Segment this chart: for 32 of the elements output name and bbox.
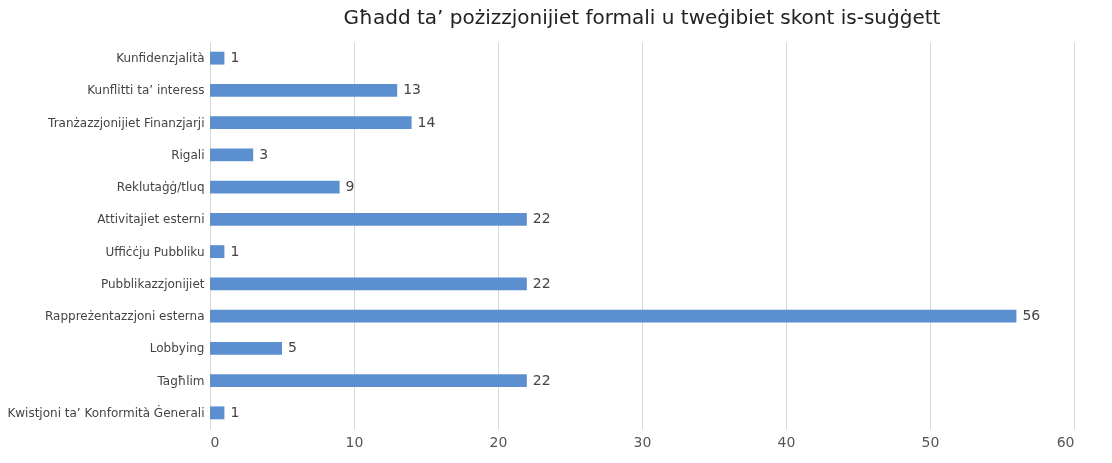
x-tick-label: 0: [210, 433, 220, 450]
y-tick-label: Reklutaġġ/tluq: [116, 180, 205, 195]
y-tick-label: Kunflitti ta’ interess: [87, 83, 205, 98]
y-tick-label: Lobbying: [149, 341, 205, 356]
y-tick-label: Kwistjoni ta’ Konformità Ġenerali: [7, 403, 205, 420]
y-tick-label: Rigali: [171, 147, 205, 162]
x-tick-label: 10: [345, 433, 364, 450]
y-tick-label: Kunfidenzjalità: [116, 51, 205, 66]
data-label: 56: [1022, 307, 1041, 324]
data-label: 13: [403, 81, 422, 98]
data-label: 9: [345, 178, 355, 195]
data-label: 3: [259, 145, 269, 162]
chart-title: Għadd ta’ pożizzjonijiet formali u tweġibiet skont is-suġġett: [343, 5, 941, 29]
data-label: 22: [532, 371, 551, 388]
x-tick-label: 40: [777, 433, 796, 450]
x-tick-label: 30: [633, 433, 652, 450]
y-tick-label: Uffiċċju Pubbliku: [105, 244, 205, 259]
y-tick-label: Tagħlim: [156, 373, 205, 388]
data-label: 1: [230, 242, 240, 259]
data-label: 1: [230, 403, 240, 420]
y-tick-label: Pubblikazzjonijiet: [100, 276, 205, 291]
x-tick-label: 50: [921, 433, 940, 450]
data-label: 14: [417, 113, 436, 130]
x-tick-label: 20: [489, 433, 508, 450]
data-label: 22: [532, 210, 551, 227]
data-label: 22: [532, 274, 551, 291]
y-tick-label: Rappreżentazzjoni esterna: [45, 309, 205, 324]
x-tick-label: 60: [1056, 433, 1075, 450]
y-tick-label: Tranżazzjonijiet Finanzjarji: [47, 115, 205, 130]
data-label: 5: [288, 339, 297, 356]
data-label: 1: [230, 49, 240, 66]
y-tick-label: Attivitajiet esterni: [97, 212, 205, 227]
